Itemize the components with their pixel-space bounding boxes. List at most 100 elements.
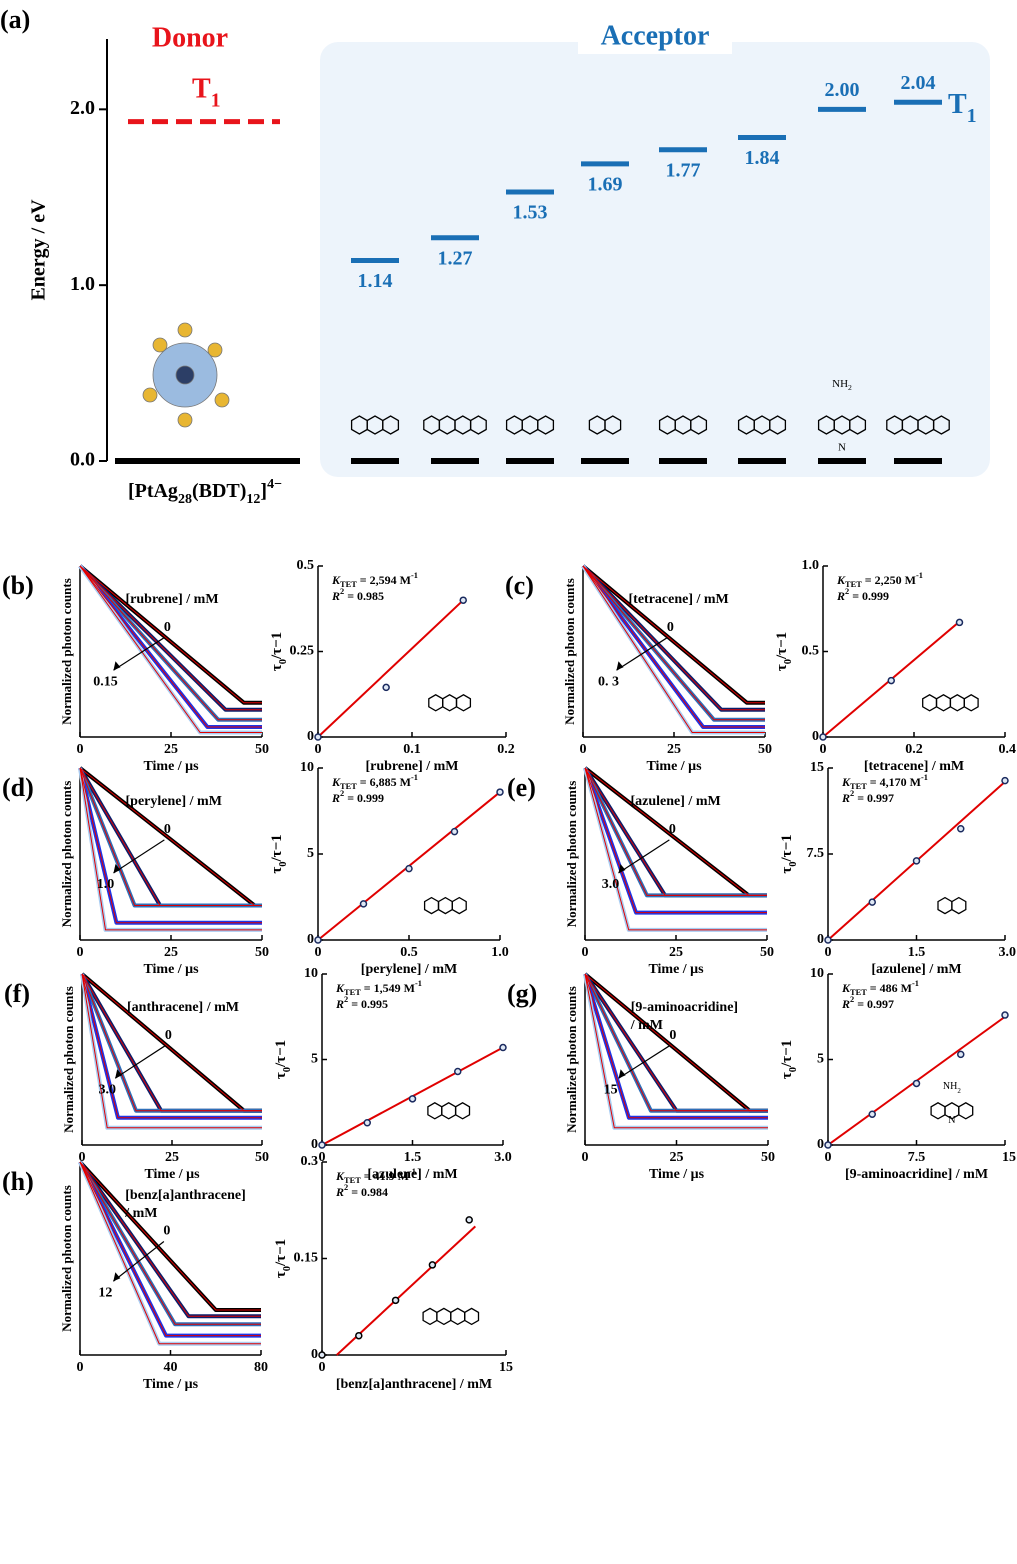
panel-label: (b) xyxy=(2,571,34,600)
y-axis-label: τ0/τ−1 xyxy=(779,834,798,873)
text-part: -1 xyxy=(415,979,422,988)
x-tick-label: 0 xyxy=(825,1150,832,1165)
x-tick-label: 0 xyxy=(315,945,322,960)
y-tick-label: 0.0 xyxy=(70,449,95,471)
text-part: R xyxy=(836,589,845,603)
panel-label: (h) xyxy=(2,1167,34,1196)
molecule-ring xyxy=(923,695,937,711)
data-point xyxy=(315,937,321,943)
figure: (a)0.01.02.0Energy / eVDonorT1[PtAg28(BD… xyxy=(0,0,1017,1564)
data-point xyxy=(957,619,963,625)
y-axis-label: Normalized photon counts xyxy=(61,986,76,1133)
cluster-atom xyxy=(153,338,167,352)
text-part: -1 xyxy=(916,571,923,580)
amine-label: NH2 xyxy=(943,1081,961,1094)
x-axis-label: Time / μs xyxy=(648,962,704,977)
text-part: = 0.995 xyxy=(348,997,388,1011)
concentration-label: / mM xyxy=(124,1206,157,1221)
x-axis-label: [perylene] / mM xyxy=(361,962,457,977)
y-tick-label: 7.5 xyxy=(807,846,825,861)
data-point xyxy=(1002,1012,1008,1018)
text-part: /τ−1 xyxy=(774,632,790,660)
acceptor-box xyxy=(320,42,990,477)
data-point xyxy=(497,789,503,795)
molecule-ring xyxy=(952,898,966,914)
cluster-atom xyxy=(208,343,222,357)
y-axis-label: τ0/τ−1 xyxy=(269,632,288,671)
x-axis-label: Time / μs xyxy=(143,962,199,977)
concentration-label: [anthracene] / mM xyxy=(127,1000,239,1015)
text-part: 12 xyxy=(246,492,260,507)
text-part: = 4,170 M xyxy=(867,775,921,789)
concentration-label: [perylene] / mM xyxy=(126,794,222,809)
text-part: -1 xyxy=(921,773,928,782)
text-part: 2 xyxy=(848,383,852,392)
data-point xyxy=(406,866,412,872)
text-part: = 0.999 xyxy=(344,791,384,805)
text-part: ] xyxy=(260,480,267,502)
molecule-ring xyxy=(959,1103,973,1119)
data-point xyxy=(460,597,466,603)
y-axis-label: Normalized photon counts xyxy=(564,781,579,928)
panel-label: (f) xyxy=(4,979,30,1008)
cluster-atom xyxy=(215,393,229,407)
text-part: -1 xyxy=(912,979,919,988)
y-tick-label: 0 xyxy=(812,729,819,744)
data-point xyxy=(820,734,826,740)
cluster-atom xyxy=(178,413,192,427)
molecule-ring xyxy=(439,898,453,914)
y-axis-label: Normalized photon counts xyxy=(59,1185,74,1332)
x-tick-label: 0 xyxy=(825,945,832,960)
molecule-ring xyxy=(937,695,951,711)
x-tick-label: 0 xyxy=(77,945,84,960)
data-point xyxy=(888,678,894,684)
molecule-ring xyxy=(437,1308,451,1324)
x-tick-label: 0 xyxy=(582,1150,589,1165)
text-part: = 6,885 M xyxy=(357,775,411,789)
data-point xyxy=(364,1120,370,1126)
y-tick-label: 5 xyxy=(307,846,314,861)
data-point xyxy=(825,1142,831,1148)
r2-annotation: R2 = 0.997 xyxy=(841,789,894,804)
text-part: = 0.999 xyxy=(849,589,889,603)
acceptor-level-label: 1.69 xyxy=(588,173,623,195)
x-tick-label: 50 xyxy=(255,1150,269,1165)
donor-title: Donor xyxy=(152,22,228,53)
x-tick-label: 40 xyxy=(164,1360,178,1375)
data-point xyxy=(455,1068,461,1074)
x-axis-label: [azulene] / mM xyxy=(871,962,961,977)
x-tick-label: 25 xyxy=(164,742,178,757)
panel-label: (a) xyxy=(0,5,30,34)
acceptor-level-label: 2.00 xyxy=(825,79,860,101)
text-part: = 2,594 M xyxy=(357,573,411,587)
data-point xyxy=(361,901,367,907)
data-point xyxy=(825,937,831,943)
end-label: 15 xyxy=(604,1082,618,1097)
text-part: = 0.997 xyxy=(854,791,894,805)
cluster-atom xyxy=(143,388,157,402)
y-tick-label: 0 xyxy=(817,932,824,947)
y-tick-label: 10 xyxy=(304,966,318,981)
r2-annotation: R2 = 0.995 xyxy=(335,995,388,1010)
data-point xyxy=(914,858,920,864)
x-tick-label: 50 xyxy=(255,945,269,960)
r2-annotation: R2 = 0.999 xyxy=(331,789,384,804)
data-point xyxy=(410,1096,416,1102)
text-part: = 2,250 M xyxy=(862,573,916,587)
start-label: 0 xyxy=(669,1028,676,1043)
text-part: = 0.985 xyxy=(344,589,384,603)
text-part: = 486 M xyxy=(867,981,912,995)
text-part: NH xyxy=(832,378,848,390)
end-label: 0.15 xyxy=(93,674,118,689)
x-tick-label: 1.0 xyxy=(491,945,509,960)
acceptor-level-label: 1.27 xyxy=(438,247,473,269)
molecule-ring xyxy=(452,898,466,914)
text-part: /τ−1 xyxy=(273,1040,289,1068)
acceptor-title: Acceptor xyxy=(601,20,710,51)
y-tick-label: 1.0 xyxy=(802,558,820,573)
data-point xyxy=(383,684,389,690)
cluster-atom xyxy=(178,323,192,337)
text-part: = 1,549 M xyxy=(361,981,415,995)
text-part: /τ−1 xyxy=(779,1040,795,1068)
acceptor-level-label: 1.14 xyxy=(358,270,393,292)
